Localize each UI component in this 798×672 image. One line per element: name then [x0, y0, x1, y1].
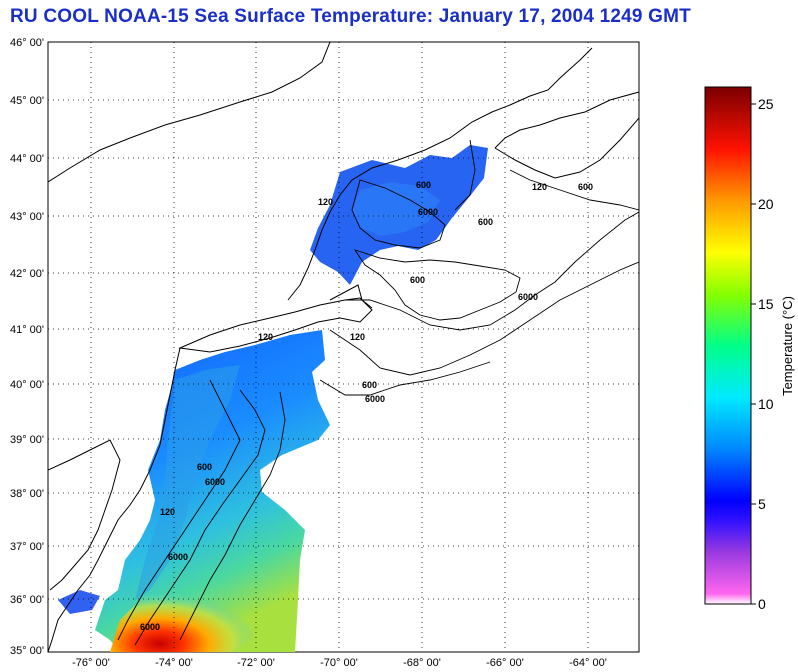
- contour-label: 600: [416, 180, 431, 190]
- lon-label: -68° 00': [403, 657, 441, 669]
- contour-label: 6000: [518, 292, 538, 302]
- longitude-labels: -76° 00' -74° 00' -72° 00' -70° 00' -68°…: [72, 657, 607, 669]
- colorbar-tick-label: 15: [758, 296, 774, 312]
- contour-label: 120: [258, 332, 273, 342]
- lat-label: 40° 00': [10, 379, 44, 391]
- contour-label: 600: [578, 182, 593, 192]
- contour-label: 600: [410, 275, 425, 285]
- coastline-cape-cod: [329, 284, 373, 309]
- map-title: RU COOL NOAA-15 Sea Surface Temperature:…: [10, 6, 691, 27]
- bathymetry-contours: [117, 139, 639, 646]
- coastline-new-england: [48, 42, 331, 183]
- colorbar: 25 20 15 10 5 0 Temperature (°C): [704, 86, 795, 612]
- colorbar-tick-label: 25: [758, 96, 774, 112]
- colorbar-gradient: [704, 86, 752, 605]
- contour-label: 6000: [168, 552, 188, 562]
- lon-label: -66° 00': [486, 657, 524, 669]
- sst-shelf-streak: [135, 365, 240, 600]
- lat-label: 43° 00': [10, 211, 44, 223]
- graticule: [48, 42, 639, 652]
- contour-label: 120: [532, 182, 547, 192]
- contour-label: 120: [350, 332, 365, 342]
- lat-label: 41° 00': [10, 324, 44, 336]
- contour-label: 6000: [365, 394, 385, 404]
- contour-label: 600: [362, 380, 377, 390]
- contour-label: 120: [318, 197, 333, 207]
- sst-warm-core: [110, 568, 275, 652]
- colorbar-tick-label: 20: [758, 196, 774, 212]
- colorbar-tick-label: 10: [758, 396, 774, 412]
- lat-label: 44° 00': [10, 153, 44, 165]
- latitude-labels: 46° 00' 45° 00' 44° 00' 43° 00' 42° 00' …: [10, 37, 44, 657]
- contour-label: 120: [160, 507, 175, 517]
- contour-label: 600: [478, 217, 493, 227]
- contour-label: 600: [197, 462, 212, 472]
- colorbar-ticks: [751, 103, 756, 605]
- lat-label: 42° 00': [10, 268, 44, 280]
- sst-chesapeake: [58, 590, 100, 614]
- colorbar-title: Temperature (°C): [780, 296, 795, 396]
- contour-label: 6000: [140, 622, 160, 632]
- lon-label: -72° 00': [237, 657, 275, 669]
- lat-label: 37° 00': [10, 541, 44, 553]
- coastline-delmarva: [48, 439, 141, 652]
- sst-gulf-of-maine-inner: [352, 182, 440, 236]
- coastline-new-jersey: [139, 347, 181, 491]
- contour-label: 6000: [418, 207, 438, 217]
- lat-label: 45° 00': [10, 95, 44, 107]
- colorbar-tick-label: 5: [758, 496, 766, 512]
- lat-label: 39° 00': [10, 434, 44, 446]
- lat-label: 46° 00': [10, 37, 44, 49]
- lon-label: -70° 00': [320, 657, 358, 669]
- lon-label: -64° 00': [569, 657, 607, 669]
- lat-label: 38° 00': [10, 488, 44, 500]
- lon-label: -74° 00': [155, 657, 193, 669]
- contour-labels: 600 6000 600 120 600 120 600 6000 120 60…: [140, 180, 593, 632]
- colorbar-tick-label: 0: [758, 596, 766, 612]
- lat-label: 36° 00': [10, 594, 44, 606]
- lon-label: -76° 00': [72, 657, 110, 669]
- contour-label: 6000: [205, 477, 225, 487]
- coastline-long-island: [178, 297, 373, 353]
- coastline-nova-scotia: [494, 91, 639, 179]
- lat-label: 35° 00': [10, 645, 44, 657]
- coastline-maine: [287, 47, 593, 301]
